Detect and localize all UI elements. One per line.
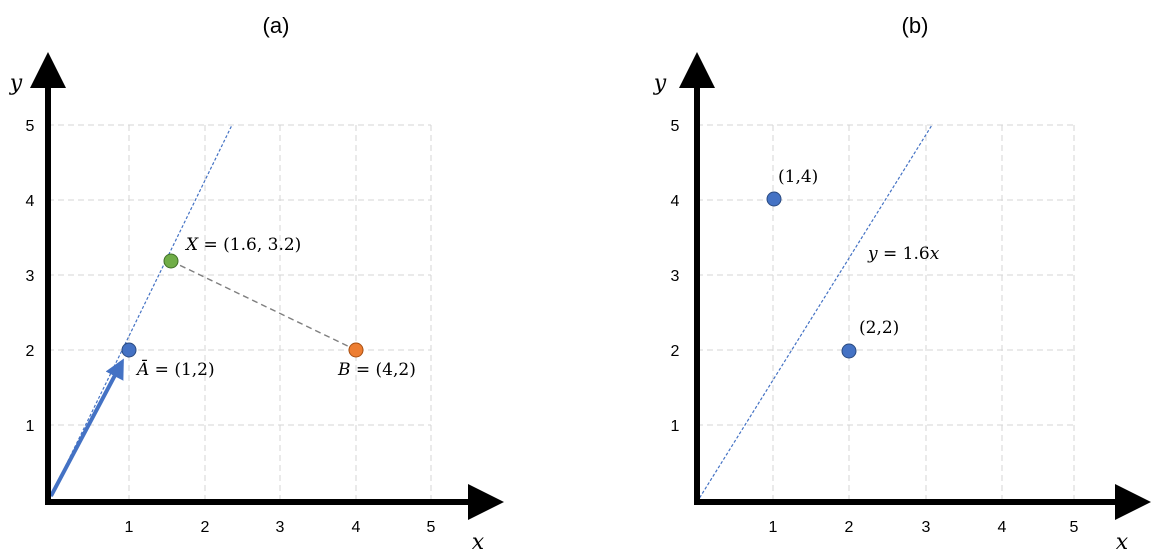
x-tick-a-5: 5 (427, 519, 436, 536)
point-x-label-var: X (184, 235, 199, 255)
y-tick-a-3: 3 (26, 268, 35, 285)
y-tick-a-5: 5 (26, 118, 35, 135)
x-tick-a-4: 4 (352, 519, 361, 536)
point-x (163, 253, 179, 269)
y-tick-a-1: 1 (26, 418, 35, 435)
panel-a-tick-labels: 1 2 3 4 5 1 2 3 4 5 (26, 118, 436, 536)
point-b-label: B = (4,2) (337, 360, 416, 380)
x-tick-b-4: 4 (998, 519, 1007, 536)
panel-b-title: (b) (902, 13, 929, 38)
point-b-label-value: = (4,2) (351, 360, 416, 380)
y-tick-a-4: 4 (26, 193, 35, 210)
panel-b-line (696, 124, 933, 503)
panel-a-vector-arrow (49, 358, 124, 497)
panel-a-y-axis-label: y (9, 71, 23, 96)
panel-a-x-axis-label: x (472, 530, 485, 555)
x-tick-a-2: 2 (201, 519, 210, 536)
x-tick-b-2: 2 (845, 519, 854, 536)
y-tick-a-2: 2 (26, 343, 35, 360)
x-tick-b-3: 3 (922, 519, 931, 536)
point-2-2 (841, 343, 857, 359)
point-x-label: X = (1.6, 3.2) (184, 235, 301, 255)
y-tick-b-3: 3 (671, 268, 680, 285)
point-x-label-value: = (1.6, 3.2) (198, 235, 301, 255)
line-label-value: = 1.6 (878, 244, 930, 264)
point-b-label-var: B (337, 360, 351, 380)
panel-a: (a) 1 2 3 4 5 1 2 3 4 5 (9, 13, 504, 555)
point-1-4 (766, 191, 782, 207)
panel-b: (b) 1 2 3 4 5 1 2 3 4 5 (653, 13, 1151, 555)
panel-a-projection-segment (170, 260, 357, 351)
panel-b-line-label: y = 1.6x (867, 244, 940, 264)
point-a-label-var: Ā (135, 359, 149, 380)
point-b (348, 342, 364, 358)
y-tick-b-5: 5 (671, 118, 680, 135)
panel-b-grid (697, 124, 1075, 502)
y-tick-b-1: 1 (671, 418, 680, 435)
panel-b-y-axis-label: y (653, 71, 667, 96)
panel-a-title: (a) (263, 13, 290, 38)
panel-b-tick-labels: 1 2 3 4 5 1 2 3 4 5 (671, 118, 1079, 536)
point-a-label-value: = (1,2) (149, 360, 214, 380)
y-tick-b-2: 2 (671, 343, 680, 360)
line-label-y: y (867, 244, 878, 264)
y-tick-b-4: 4 (671, 193, 680, 210)
point-1-4-label: (1,4) (778, 167, 818, 187)
x-tick-b-5: 5 (1070, 519, 1079, 536)
x-tick-b-1: 1 (769, 519, 778, 536)
line-label-x: x (930, 244, 940, 264)
point-2-2-label: (2,2) (859, 318, 899, 338)
panel-b-x-axis-label: x (1116, 530, 1129, 555)
point-a (121, 342, 137, 358)
panel-a-grid (48, 124, 432, 502)
x-tick-a-1: 1 (125, 519, 134, 536)
x-tick-a-3: 3 (276, 519, 285, 536)
point-a-label: Ā = (1,2) (135, 359, 215, 380)
